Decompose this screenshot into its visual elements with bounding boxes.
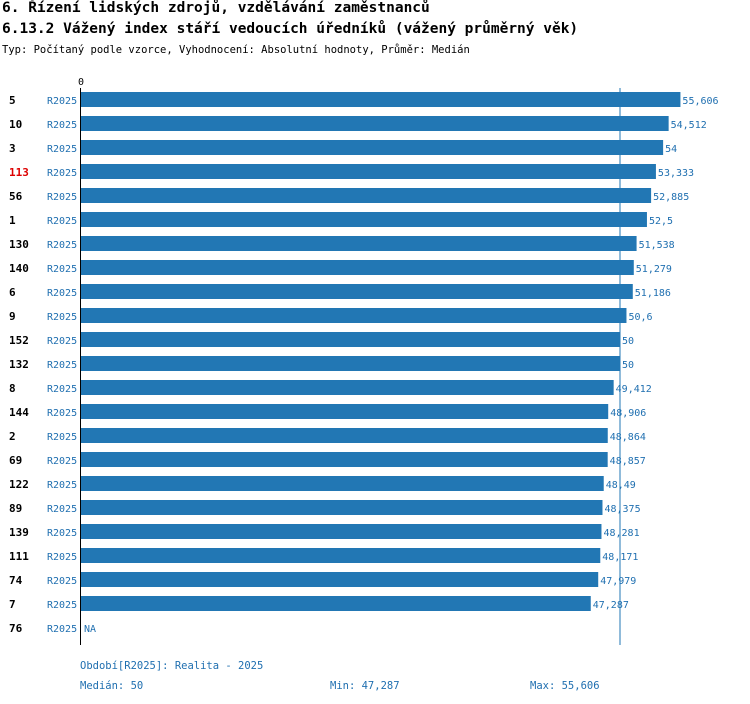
data-label: 51,279 xyxy=(636,264,672,275)
row-series-label: R2025 xyxy=(47,408,77,419)
row-series-label: R2025 xyxy=(47,456,77,467)
bar xyxy=(81,332,620,347)
bar xyxy=(81,356,620,371)
data-label: 51,186 xyxy=(635,288,671,299)
row-series-label: R2025 xyxy=(47,576,77,587)
row-series-label: R2025 xyxy=(47,480,77,491)
row-id-label: 113 xyxy=(9,166,29,179)
row-id-label: 139 xyxy=(9,526,29,539)
data-label: 48,375 xyxy=(604,504,640,515)
footer-max: Max: 55,606 xyxy=(530,680,600,692)
row-id-label: 144 xyxy=(9,406,29,419)
row-id-label: 122 xyxy=(9,478,29,491)
row-id-label: 2 xyxy=(9,430,16,443)
row-series-label: R2025 xyxy=(47,552,77,563)
section-title: 6. Řízení lidských zdrojů, vzdělávání za… xyxy=(2,0,430,16)
row-id-label: 140 xyxy=(9,262,29,275)
row-id-label: 69 xyxy=(9,454,22,467)
bar xyxy=(81,116,669,131)
row-series-label: R2025 xyxy=(47,600,77,611)
data-label: 50,6 xyxy=(628,312,652,323)
bar xyxy=(81,284,633,299)
data-label: NA xyxy=(84,624,96,635)
bar xyxy=(81,548,601,563)
row-series-label: R2025 xyxy=(47,312,77,323)
row-series-label: R2025 xyxy=(47,504,77,515)
row-series-label: R2025 xyxy=(47,336,77,347)
footer-median: Medián: 50 xyxy=(80,680,144,692)
row-series-label: R2025 xyxy=(47,624,77,635)
bar xyxy=(81,140,664,155)
bar xyxy=(81,260,634,275)
row-id-label: 5 xyxy=(9,94,16,107)
bar xyxy=(81,380,614,395)
row-series-label: R2025 xyxy=(47,120,77,131)
row-id-label: 89 xyxy=(9,502,22,515)
bar xyxy=(81,596,591,611)
bar xyxy=(81,476,604,491)
row-id-label: 56 xyxy=(9,190,23,203)
row-series-label: R2025 xyxy=(47,240,77,251)
bar xyxy=(81,164,656,179)
row-id-label: 130 xyxy=(9,238,29,251)
row-series-label: R2025 xyxy=(47,192,77,203)
row-series-label: R2025 xyxy=(47,528,77,539)
data-label: 50 xyxy=(622,336,634,347)
data-label: 47,979 xyxy=(600,576,636,587)
bar xyxy=(81,500,603,515)
row-id-label: 111 xyxy=(9,550,29,563)
footer-period: Období[R2025]: Realita - 2025 xyxy=(80,660,264,672)
data-label: 48,864 xyxy=(610,432,646,443)
data-label: 50 xyxy=(622,360,634,371)
row-id-label: 7 xyxy=(9,598,16,611)
row-series-label: R2025 xyxy=(47,432,77,443)
data-label: 49,412 xyxy=(616,384,652,395)
bar xyxy=(81,404,609,419)
bar xyxy=(81,308,627,323)
data-label: 52,5 xyxy=(649,216,673,227)
row-id-label: 74 xyxy=(9,574,23,587)
bar xyxy=(81,236,637,251)
bar xyxy=(81,92,681,107)
data-label: 48,857 xyxy=(610,456,646,467)
data-label: 53,333 xyxy=(658,168,694,179)
row-id-label: 76 xyxy=(9,622,23,635)
row-series-label: R2025 xyxy=(47,360,77,371)
row-series-label: R2025 xyxy=(47,264,77,275)
row-series-label: R2025 xyxy=(47,144,77,155)
row-id-label: 9 xyxy=(9,310,16,323)
bar xyxy=(81,452,608,467)
row-series-label: R2025 xyxy=(47,288,77,299)
data-label: 51,538 xyxy=(639,240,675,251)
row-id-label: 3 xyxy=(9,142,16,155)
row-id-label: 10 xyxy=(9,118,22,131)
row-series-label: R2025 xyxy=(47,168,77,179)
chart-title: 6.13.2 Vážený index stáří vedoucích úřed… xyxy=(2,21,579,37)
row-series-label: R2025 xyxy=(47,96,77,107)
data-label: 47,287 xyxy=(593,600,629,611)
row-id-label: 6 xyxy=(9,286,16,299)
data-label: 48,281 xyxy=(603,528,639,539)
axis-zero-label: 0 xyxy=(78,77,84,88)
bar xyxy=(81,428,608,443)
bar xyxy=(81,188,652,203)
row-id-label: 1 xyxy=(9,214,16,227)
footer-min: Min: 47,287 xyxy=(330,680,400,692)
row-series-label: R2025 xyxy=(47,216,77,227)
data-label: 48,906 xyxy=(610,408,646,419)
data-label: 54 xyxy=(665,144,677,155)
data-label: 48,49 xyxy=(606,480,636,491)
bar xyxy=(81,212,647,227)
row-series-label: R2025 xyxy=(47,384,77,395)
data-label: 54,512 xyxy=(671,120,707,131)
bar xyxy=(81,572,599,587)
bar xyxy=(81,524,602,539)
row-id-label: 8 xyxy=(9,382,16,395)
chart-meta: Typ: Počítaný podle vzorce, Vyhodnocení:… xyxy=(2,44,470,56)
row-id-label: 152 xyxy=(9,334,29,347)
data-label: 52,885 xyxy=(653,192,689,203)
data-label: 55,606 xyxy=(682,96,718,107)
row-id-label: 132 xyxy=(9,358,29,371)
